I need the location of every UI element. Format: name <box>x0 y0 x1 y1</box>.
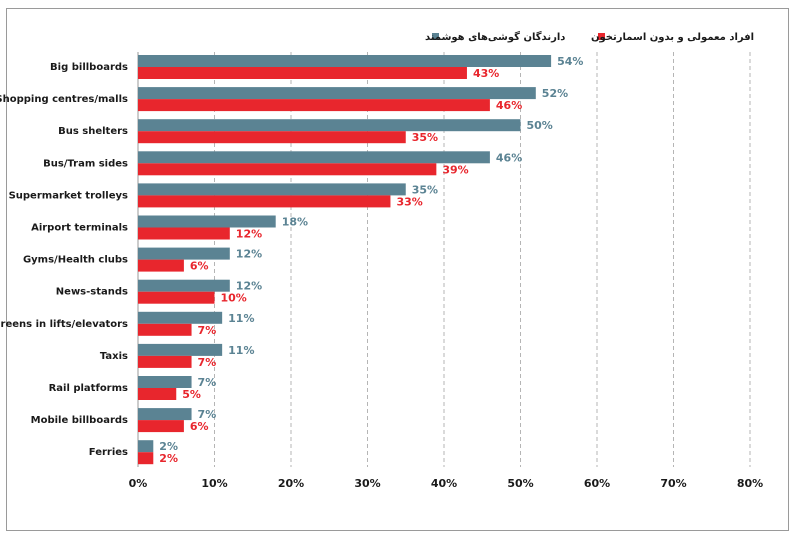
category-label: Rail platforms <box>49 383 128 394</box>
category-label: Gyms/Health clubs <box>23 255 128 266</box>
category-label: News-stands <box>56 287 128 298</box>
x-tick-label: 70% <box>660 477 686 490</box>
x-tick-label: 60% <box>584 477 610 490</box>
data-label: 11% <box>228 344 254 357</box>
bar <box>138 376 192 388</box>
data-label: 43% <box>473 67 499 80</box>
bar <box>138 183 406 196</box>
bar <box>138 163 437 176</box>
bars: 54%43%52%46%50%35%46%39%35%33%18%12%12%6… <box>138 55 583 465</box>
bar <box>138 87 536 100</box>
category-label: Bus/Tram sides <box>43 158 128 169</box>
bar <box>138 259 184 272</box>
category-label: Airport terminals <box>31 223 128 234</box>
data-label: 6% <box>190 420 209 433</box>
bar <box>138 388 177 400</box>
bar <box>138 323 192 336</box>
x-tick-label: 10% <box>201 477 227 490</box>
bar <box>138 311 223 324</box>
x-tick-label: 40% <box>431 477 457 490</box>
x-tick-label: 0% <box>129 477 148 490</box>
x-tick-label: 80% <box>737 477 763 490</box>
data-label: 50% <box>527 119 553 132</box>
category-label: Ferries <box>89 447 128 458</box>
legend: دارندگان گوشی‌های هوشمند افراد معمولی و ب… <box>425 30 754 43</box>
data-label: 35% <box>412 183 438 196</box>
bar <box>138 452 154 465</box>
data-label: 33% <box>396 195 422 208</box>
data-label: 46% <box>496 151 522 164</box>
bar <box>138 355 192 368</box>
category-label: Screens in lifts/elevators <box>0 319 128 330</box>
legend-swatch <box>598 33 605 40</box>
data-label: 5% <box>182 388 201 401</box>
data-label: 46% <box>496 99 522 112</box>
data-label: 6% <box>190 260 209 273</box>
category-label: Shopping centres/malls <box>0 94 128 105</box>
bar <box>138 420 184 433</box>
legend-swatch <box>432 33 439 40</box>
bar <box>138 215 276 228</box>
data-label: 12% <box>236 248 262 261</box>
data-label: 7% <box>198 376 217 389</box>
x-tick-label: 30% <box>354 477 380 490</box>
category-label: Mobile billboards <box>31 415 128 426</box>
bar <box>138 55 552 67</box>
data-label: 52% <box>542 87 568 100</box>
x-axis-ticks: 0% 10% 20% 30% 40% 50% 60% 70% 80% <box>129 477 764 490</box>
x-tick-label: 50% <box>507 477 533 490</box>
data-label: 7% <box>198 356 217 369</box>
bar <box>138 67 467 79</box>
data-label: 2% <box>159 452 178 465</box>
data-label: 10% <box>221 292 247 305</box>
bar <box>138 408 192 421</box>
bar <box>138 227 230 240</box>
x-tick-label: 20% <box>278 477 304 490</box>
data-label: 12% <box>236 280 262 293</box>
category-label: Big billboards <box>50 62 128 73</box>
bar <box>138 279 230 292</box>
category-labels: Big billboards Shopping centres/malls Bus … <box>0 62 128 458</box>
bar <box>138 343 223 356</box>
data-label: 7% <box>198 408 217 421</box>
legend-label: دارندگان گوشی‌های هوشمند <box>425 30 565 43</box>
legend-label: افراد معمولی و بدون اسمارتخون <box>591 32 754 43</box>
data-label: 12% <box>236 228 262 241</box>
data-label: 54% <box>557 55 583 68</box>
bar <box>138 99 490 112</box>
bar <box>138 440 154 453</box>
data-label: 2% <box>159 440 178 453</box>
category-label: Taxis <box>100 351 128 362</box>
category-label: Bus shelters <box>58 126 128 137</box>
bar <box>138 119 521 132</box>
data-label: 7% <box>198 324 217 337</box>
bar <box>138 247 230 260</box>
data-label: 35% <box>412 131 438 144</box>
bar <box>138 195 391 208</box>
bar <box>138 291 215 304</box>
bar <box>138 151 490 164</box>
data-label: 11% <box>228 312 254 325</box>
data-label: 39% <box>442 163 468 176</box>
data-label: 18% <box>282 216 308 229</box>
category-label: Supermarket trolleys <box>9 190 128 201</box>
bar <box>138 131 406 144</box>
